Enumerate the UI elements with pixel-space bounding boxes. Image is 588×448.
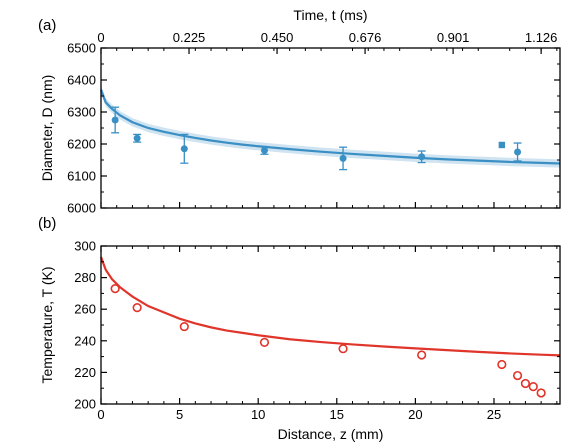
data-point: [110, 284, 120, 294]
y-tick-label: 6500: [67, 41, 96, 56]
top-tick-label: 0.676: [349, 30, 382, 45]
panel-b: (b) 0 5 10 15 20 25 200 220 240 260 280 300 Temperatu…: [38, 215, 561, 442]
top-tick-label: 0.225: [173, 30, 206, 45]
data-point: [133, 134, 141, 142]
data-point: [338, 344, 348, 354]
y-tick-label: 220: [74, 365, 96, 380]
y-tick-label: 260: [74, 302, 96, 317]
data-point: [179, 321, 189, 332]
y-tick-label: 6100: [67, 169, 96, 184]
top-tick-label: 0.450: [261, 30, 294, 45]
data-point: [498, 141, 506, 149]
data-point: [520, 378, 531, 389]
fit-curve: [99, 89, 561, 165]
y-tick-label: 300: [74, 239, 96, 254]
y-tick-label: 280: [74, 270, 96, 285]
y-axis-label: Diameter, D (nm): [39, 75, 55, 182]
data-point: [111, 116, 119, 124]
y-tick-label: 6000: [67, 201, 96, 216]
y-tick-label: 6200: [67, 137, 96, 152]
data-point: [497, 359, 507, 370]
x-tick-label: 20: [408, 407, 422, 422]
x-tick-label: 25: [487, 407, 501, 422]
data-point: [339, 154, 347, 162]
data-point: [512, 370, 523, 381]
x-axis-label: Distance, z (mm): [278, 426, 384, 442]
x-tick-label: 10: [251, 407, 265, 422]
data-point: [536, 388, 546, 398]
y-tick-label: 6300: [67, 105, 96, 120]
data-point: [260, 146, 268, 154]
x-tick-label: 5: [176, 407, 183, 422]
panel-label: (b): [38, 215, 56, 232]
y-tick-label: 240: [74, 333, 96, 348]
y-tick-label: 200: [74, 397, 96, 412]
confidence-band: [101, 85, 560, 168]
plot-frame: [100, 245, 561, 405]
data-point: [132, 303, 142, 313]
x-tick-label: 0: [97, 407, 104, 422]
top-axis-label: Time, t (ms): [293, 7, 367, 23]
panel-label: (a): [38, 17, 56, 34]
data-point: [180, 145, 188, 153]
data-point: [528, 382, 538, 392]
y-tick-label: 6400: [67, 73, 96, 88]
data-point: [514, 148, 522, 156]
x-tick-label: 15: [330, 407, 344, 422]
y-axis-label: Temperature, T (K): [39, 267, 55, 384]
top-tick-label: 0.901: [437, 30, 470, 45]
top-tick-label: 0: [97, 30, 104, 45]
top-tick-label: 1.126: [525, 30, 558, 45]
data-point: [259, 337, 270, 347]
panel-a: (a) 6000 6100 6200 6300 6400 6500 Diameter, D (…: [38, 7, 561, 216]
data-point: [417, 350, 427, 360]
plot-frame: [100, 47, 561, 209]
data-point: [418, 153, 426, 161]
fit-curve: [99, 256, 561, 357]
